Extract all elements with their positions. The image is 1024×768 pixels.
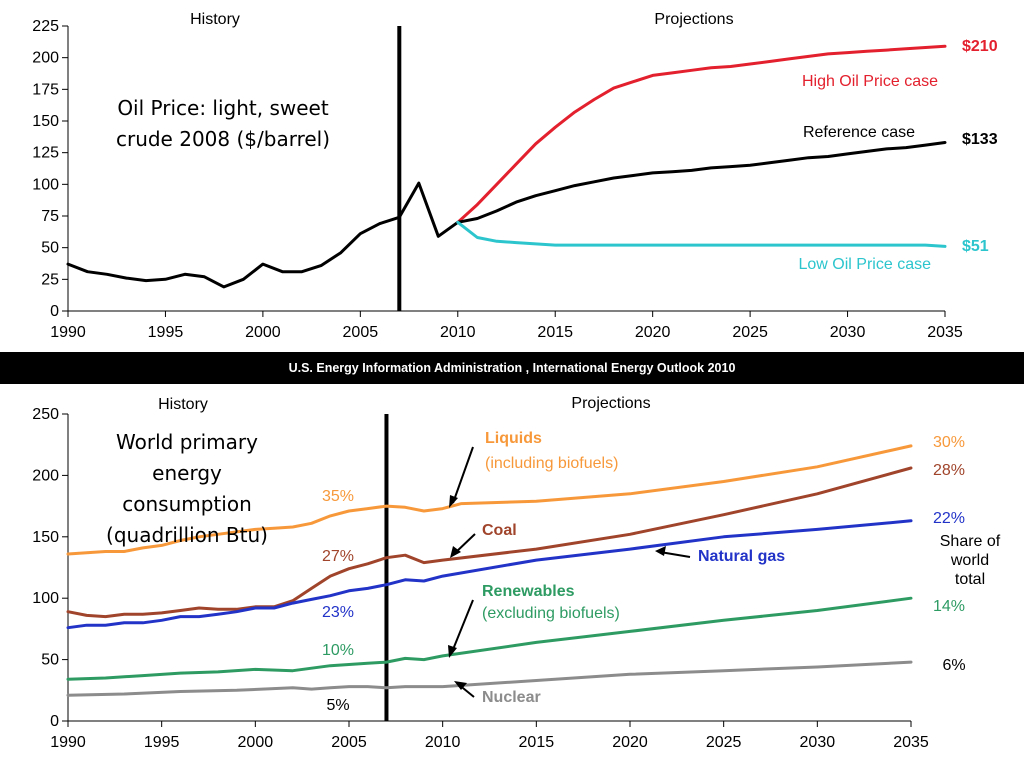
- renewables-label: Renewables: [482, 583, 575, 600]
- oil-price-chart: 0 25 50 75 100 125 150 175 200 225 1990 1995 2000 200…: [32, 11, 998, 341]
- chart-title-line-4: (quadrillion Btu): [106, 523, 268, 547]
- x-tick-label: 2030: [830, 324, 866, 341]
- renewables-share-2035: 14%: [933, 598, 965, 615]
- x-tick-label: 2025: [732, 324, 768, 341]
- share-label-line-2: world: [950, 552, 989, 569]
- y-tick-label: 250: [32, 406, 59, 423]
- liquids-sublabel: (including biofuels): [485, 455, 618, 472]
- y-tick-label: 150: [32, 529, 59, 546]
- y-tick-label: 150: [32, 113, 59, 130]
- reference-case-label: Reference case: [803, 124, 915, 141]
- y-tick-label: 25: [41, 271, 59, 288]
- high-case-label: High Oil Price case: [802, 73, 938, 90]
- coal-label: Coal: [482, 522, 517, 539]
- x-tick-label: 1995: [144, 734, 180, 751]
- natural-gas-label: Natural gas: [698, 548, 785, 565]
- y-tick-label: 50: [41, 240, 59, 257]
- nuclear-arrowhead: [454, 681, 467, 690]
- low-series-line: [456, 220, 947, 248]
- renewables-arrowhead: [448, 645, 457, 658]
- renewables-sublabel: (excluding biofuels): [482, 605, 620, 622]
- share-label-line-1: Share of: [940, 533, 1001, 550]
- y-tick-label: 125: [32, 145, 59, 162]
- gas-arrow: [659, 551, 691, 558]
- x-tick-label: 2000: [238, 734, 274, 751]
- y-tick-label: 200: [32, 467, 59, 484]
- y-tick-label: 175: [32, 81, 59, 98]
- x-tick-label: 2030: [800, 734, 836, 751]
- x-tick-label: 2035: [893, 734, 929, 751]
- renewables-series-line: [66, 596, 913, 681]
- history-header: History: [158, 396, 208, 413]
- x-tick-label: 2010: [425, 734, 461, 751]
- nuclear-share-2007: 5%: [326, 697, 349, 714]
- y-tick-label: 0: [50, 713, 59, 730]
- nuclear-series-line: [66, 660, 913, 697]
- x-tick-label: 2015: [519, 734, 555, 751]
- share-label-line-3: total: [955, 571, 985, 588]
- chart-title-line-2: energy: [152, 461, 222, 485]
- chart-title-line-1: Oil Price: light, sweet: [117, 96, 329, 120]
- x-tick-label: 1990: [50, 324, 86, 341]
- liquids-share-2035: 30%: [933, 434, 965, 451]
- y-tick-label: 225: [32, 18, 59, 35]
- x-tick-label: 2005: [343, 324, 379, 341]
- x-tick-label: 2025: [706, 734, 742, 751]
- projections-header: Projections: [571, 395, 650, 412]
- x-tick-label: 2005: [331, 734, 367, 751]
- source-banner: U.S. Energy Information Administration ,…: [0, 352, 1024, 384]
- nuclear-share-2035: 6%: [942, 657, 965, 674]
- high-series-line: [456, 44, 947, 224]
- renewables-arrow: [451, 599, 474, 653]
- chart-title-line-2: crude 2008 ($/barrel): [116, 127, 330, 151]
- x-tick-label: 1990: [50, 734, 86, 751]
- y-tick-label: 75: [41, 208, 59, 225]
- gas-share-2007: 23%: [322, 604, 354, 621]
- projections-header: Projections: [654, 11, 733, 28]
- reference-series-line: [456, 141, 947, 224]
- callout-arrowheads: [448, 495, 666, 690]
- y-tick-label: 50: [41, 652, 59, 669]
- x-tick-label: 2035: [927, 324, 963, 341]
- liquids-share-2007: 35%: [322, 488, 354, 505]
- gas-series-line: [66, 519, 913, 630]
- energy-consumption-chart: 0 50 100 150 200 250 1990 1995 2000 2005 2010 2015 2…: [32, 395, 1001, 751]
- y-tick-label: 200: [32, 50, 59, 67]
- liquids-arrow: [452, 446, 474, 504]
- coal-series-line: [66, 466, 913, 619]
- nuclear-label: Nuclear: [482, 689, 541, 706]
- x-tick-label: 2015: [537, 324, 573, 341]
- liquids-series-line: [66, 444, 913, 556]
- x-tick-label: 1995: [148, 324, 184, 341]
- callout-arrows: [451, 446, 691, 698]
- renewables-share-2007: 10%: [322, 642, 354, 659]
- chart-title-line-3: consumption: [122, 492, 252, 516]
- y-tick-label: 100: [32, 176, 59, 193]
- coal-share-2035: 28%: [933, 462, 965, 479]
- history-header: History: [190, 11, 240, 28]
- liquids-label: Liquids: [485, 430, 542, 447]
- y-tick-label: 0: [50, 303, 59, 320]
- history-series-line: [66, 181, 460, 289]
- x-tick-label: 2020: [635, 324, 671, 341]
- y-tick-label: 100: [32, 590, 59, 607]
- coal-share-2007: 27%: [322, 548, 354, 565]
- low-case-label: Low Oil Price case: [799, 256, 932, 273]
- high-end-value: $210: [962, 38, 998, 55]
- x-tick-label: 2010: [440, 324, 476, 341]
- liquids-arrowhead: [449, 495, 458, 508]
- gas-arrowhead: [655, 546, 666, 556]
- gas-share-2035: 22%: [933, 510, 965, 527]
- low-end-value: $51: [962, 238, 989, 255]
- reference-end-value: $133: [962, 131, 998, 148]
- coal-arrowhead: [450, 546, 461, 558]
- x-tick-label: 2000: [245, 324, 281, 341]
- x-tick-label: 2020: [612, 734, 648, 751]
- chart-title-line-1: World primary: [116, 430, 258, 454]
